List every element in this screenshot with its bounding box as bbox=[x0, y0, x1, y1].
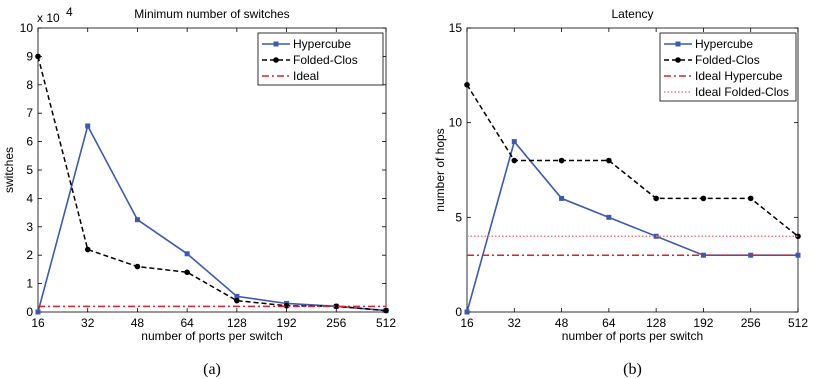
y-axis-label: number of hops bbox=[433, 128, 447, 211]
data-point bbox=[464, 309, 470, 315]
data-point bbox=[383, 307, 389, 314]
chart-title: Latency bbox=[611, 7, 653, 21]
data-point bbox=[748, 252, 754, 258]
data-point bbox=[84, 246, 91, 253]
x-tick-label: 512 bbox=[376, 316, 396, 330]
x-tick-label: 64 bbox=[180, 316, 194, 330]
y-tick-label: 9 bbox=[26, 49, 33, 63]
legend-label: Ideal bbox=[293, 69, 319, 83]
x-tick-label: 192 bbox=[277, 316, 297, 330]
y-tick-label: 7 bbox=[26, 106, 33, 120]
data-point bbox=[134, 217, 140, 223]
y-tick-label: 15 bbox=[449, 21, 463, 35]
data-point bbox=[653, 195, 659, 202]
figure-caption: (a) bbox=[203, 361, 221, 378]
chart-latency: 16 32 48 64 128 192 256 512 0 5 10 15 Latency number … bbox=[433, 7, 808, 378]
chart-title: Minimum number of switches bbox=[134, 7, 289, 21]
series-line-hypercube bbox=[37, 123, 387, 313]
legend-marker bbox=[675, 57, 681, 63]
y-tick-label: 5 bbox=[455, 210, 462, 224]
series-line-folded-clos bbox=[37, 56, 387, 312]
y-axis-label: switches bbox=[2, 147, 16, 193]
data-point bbox=[606, 214, 612, 220]
x-tick-label: 48 bbox=[555, 316, 569, 330]
data-point bbox=[464, 82, 470, 88]
legend-marker bbox=[273, 41, 279, 47]
legend-label: Ideal Hypercube bbox=[695, 69, 783, 83]
y-tick-label: 0 bbox=[455, 305, 462, 319]
legend-marker bbox=[675, 41, 681, 47]
data-point bbox=[234, 293, 240, 299]
data-point bbox=[747, 195, 754, 202]
data-point bbox=[184, 269, 190, 276]
legend-label: Hypercube bbox=[695, 37, 753, 51]
plot-area bbox=[466, 27, 799, 313]
data-point bbox=[511, 139, 517, 145]
legend-label: Folded-Clos bbox=[293, 53, 358, 67]
x-tick-label: 16 bbox=[31, 316, 45, 330]
x-axis-label: number of ports per switch bbox=[562, 329, 703, 343]
x-tick-label: 128 bbox=[646, 316, 666, 330]
y-tick-label: 2 bbox=[26, 248, 33, 262]
chart-switches: 16 32 48 64 128 192 256 512 0 1 2 3 4 5 6 7 8 9 10 Minimum … bbox=[2, 5, 396, 378]
data-point bbox=[85, 123, 91, 129]
legend-marker bbox=[273, 57, 279, 63]
data-point bbox=[559, 195, 565, 201]
data-point bbox=[234, 297, 240, 304]
y-tick-label: 10 bbox=[449, 116, 463, 130]
y-tick-label: 3 bbox=[26, 220, 33, 234]
data-point bbox=[606, 157, 612, 164]
y-exponent-power: 4 bbox=[66, 5, 73, 19]
y-tick-label: 5 bbox=[26, 163, 33, 177]
data-point bbox=[35, 309, 41, 315]
data-point bbox=[333, 303, 340, 310]
y-tick-label: 8 bbox=[26, 78, 33, 92]
x-tick-label: 32 bbox=[81, 316, 95, 330]
data-point bbox=[283, 302, 290, 309]
data-point bbox=[700, 195, 707, 202]
data-point bbox=[184, 251, 190, 257]
data-point bbox=[35, 53, 41, 60]
x-tick-label: 192 bbox=[693, 316, 713, 330]
x-tick-label: 32 bbox=[508, 316, 522, 330]
legend-label: Hypercube bbox=[293, 37, 351, 51]
y-exponent-label: x 10 bbox=[37, 11, 60, 25]
legend-label: Folded-Clos bbox=[695, 53, 760, 67]
y-tick-label: 4 bbox=[26, 191, 33, 205]
x-tick-label: 128 bbox=[227, 316, 247, 330]
series-line-folded-clos bbox=[466, 84, 799, 237]
y-tick-label: 6 bbox=[26, 135, 33, 149]
data-point bbox=[511, 157, 518, 164]
x-tick-label: 48 bbox=[131, 316, 145, 330]
x-axis-label: number of ports per switch bbox=[141, 329, 282, 343]
x-tick-label: 512 bbox=[788, 316, 808, 330]
legend-label: Ideal Folded-Clos bbox=[695, 85, 789, 99]
series-line-hypercube bbox=[466, 139, 798, 313]
y-tick-label: 0 bbox=[26, 305, 33, 319]
figure-caption: (b) bbox=[623, 361, 642, 378]
x-tick-label: 64 bbox=[602, 316, 616, 330]
data-point bbox=[558, 157, 565, 164]
x-tick-label: 256 bbox=[326, 316, 346, 330]
data-point bbox=[795, 233, 801, 240]
x-tick-label: 256 bbox=[741, 316, 761, 330]
data-point bbox=[134, 263, 141, 270]
y-tick-label: 1 bbox=[26, 277, 33, 291]
y-tick-label: 10 bbox=[20, 21, 34, 35]
x-tick-label: 16 bbox=[460, 316, 474, 330]
